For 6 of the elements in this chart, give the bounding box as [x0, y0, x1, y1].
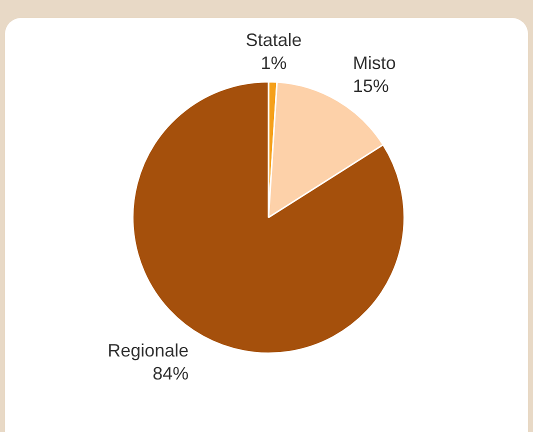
data-label: 84% [152, 364, 189, 384]
slice-label: Statale [246, 30, 302, 50]
data-label: 15% [352, 76, 389, 96]
data-label: 1% [260, 52, 287, 73]
slice-label: Misto [352, 52, 396, 73]
slice-label: Regionale [108, 340, 189, 361]
